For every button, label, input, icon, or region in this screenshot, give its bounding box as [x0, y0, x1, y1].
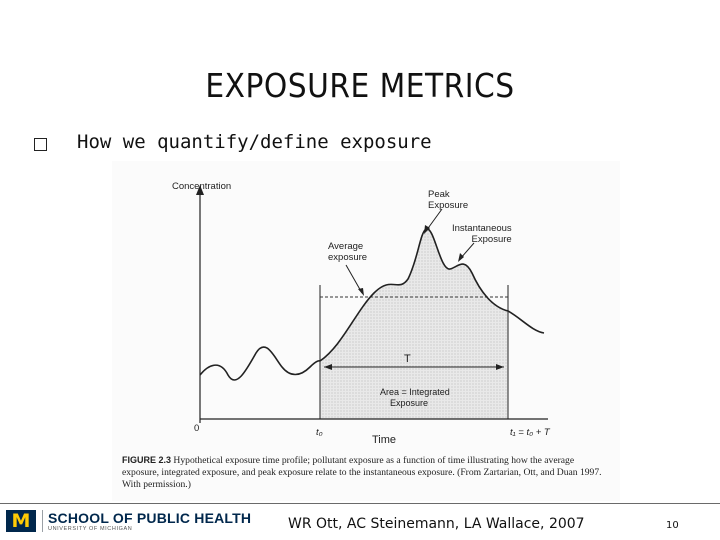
interval-arrow-right-icon [496, 364, 504, 370]
area-label: Area = Integrated Exposure [380, 387, 450, 409]
figure-caption: FIGURE 2.3 Hypothetical exposure time pr… [122, 454, 612, 491]
integrated-exposure-area [320, 228, 508, 419]
interval-label: T [404, 353, 411, 365]
instantaneous-exposure-label: Instantaneous Exposure [452, 223, 512, 245]
t1-label: t₁ = t₀ + T [510, 427, 550, 438]
peak-callout-arrowhead-icon [424, 225, 430, 234]
school-logo: M SCHOOL OF PUBLIC HEALTH UNIVERSITY OF … [6, 510, 251, 533]
average-exposure-label: Average exposure [328, 241, 367, 263]
square-bullet-icon [34, 137, 47, 151]
bullet-item: How we quantify/define exposure [34, 131, 432, 153]
peak-exposure-label: Peak Exposure [428, 189, 468, 211]
peak-label-line-1: Peak [428, 189, 450, 200]
logo-text: SCHOOL OF PUBLIC HEALTH UNIVERSITY OF MI… [48, 510, 251, 533]
slide-title: EXPOSURE METRICS [205, 66, 515, 105]
area-label-line-2: Exposure [390, 398, 429, 408]
caption-lead: FIGURE 2.3 [122, 455, 172, 465]
instantaneous-label-line-1: Instantaneous [452, 223, 512, 234]
exposure-time-profile [196, 185, 548, 423]
average-callout-arrowhead-icon [358, 288, 364, 296]
x-axis-label: Time [372, 434, 397, 446]
page-number: 10 [666, 520, 679, 531]
average-label-line-1: Average [328, 241, 364, 252]
block-m-icon: M [6, 510, 36, 532]
area-label-line-1: Area = Integrated [380, 387, 450, 397]
instantaneous-callout-arrowhead-icon [458, 253, 464, 262]
y-axis-label: Concentration [172, 181, 232, 192]
logo-sub-text: UNIVERSITY OF MICHIGAN [48, 526, 133, 532]
logo-main-text: SCHOOL OF PUBLIC HEALTH [48, 510, 252, 526]
origin-label: 0 [194, 423, 200, 434]
logo-separator [42, 510, 43, 532]
y-axis-arrow-icon [196, 185, 204, 195]
caption-body: Hypothetical exposure time profile; poll… [122, 455, 602, 490]
average-callout-arrow [345, 264, 363, 294]
average-label-line-2: exposure [328, 252, 368, 263]
footer-divider [0, 503, 720, 504]
exposure-figure: Concentration Time 0 t₀ t₁ = t₀ + T Peak… [112, 161, 620, 501]
bullet-text: How we quantify/define exposure [77, 131, 432, 153]
footer-credits: WR Ott, AC Steinemann, LA Wallace, 2007 [288, 516, 585, 532]
instantaneous-exposure-curve [199, 228, 545, 381]
t0-label: t₀ [316, 427, 323, 438]
peak-label-line-2: Exposure [428, 200, 469, 211]
instantaneous-label-line-2: Exposure [471, 234, 512, 245]
interval-arrow-left-icon [324, 364, 332, 370]
